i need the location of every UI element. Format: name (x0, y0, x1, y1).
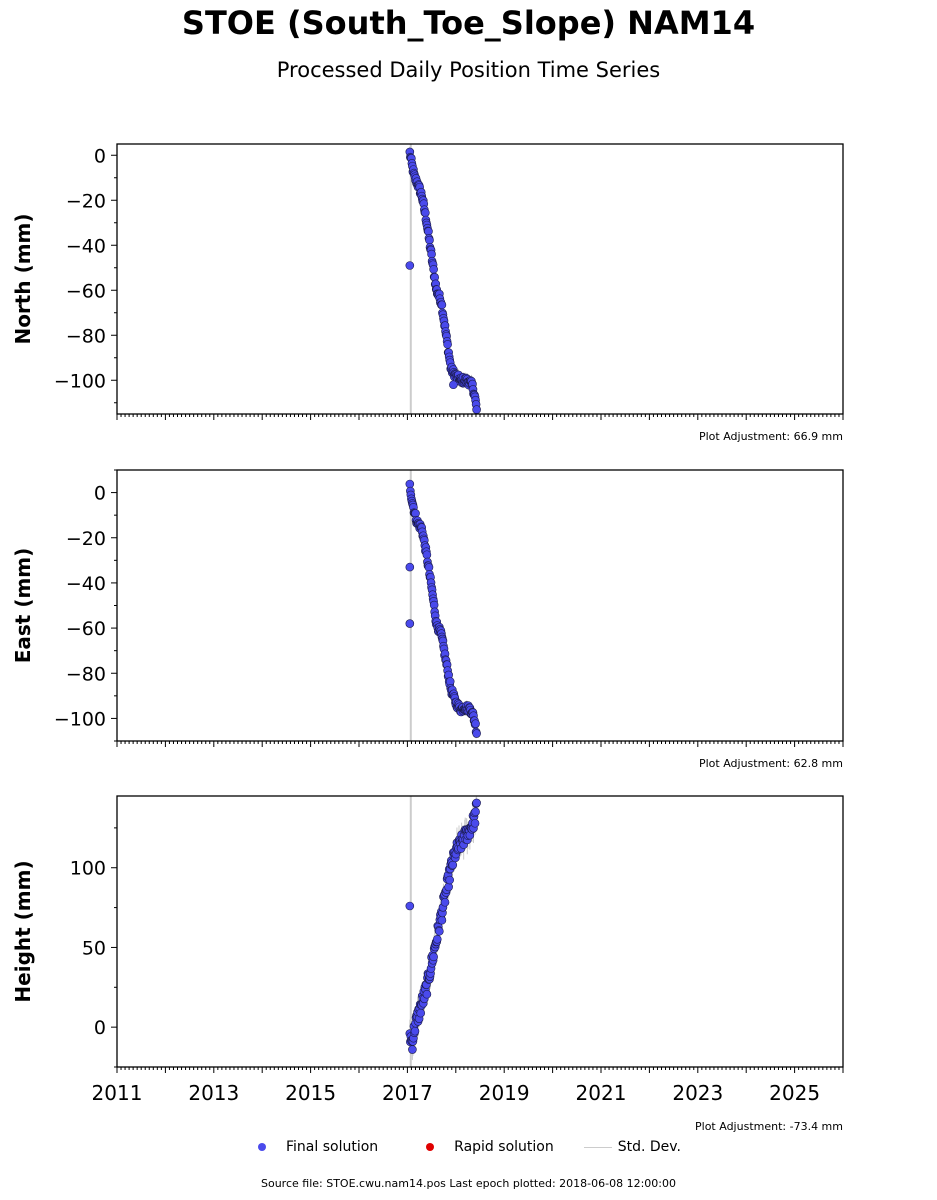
x-tick-label: 2017 (382, 1081, 433, 1105)
final-solution-point (432, 934, 442, 944)
x-tick-label: 2023 (672, 1081, 723, 1105)
y-tick-label: −20 (66, 528, 106, 550)
plot-frame (116, 795, 844, 1068)
x-tick-label: 2019 (479, 1081, 530, 1105)
y-tick-label: 100 (70, 858, 106, 880)
y-tick-label: 0 (94, 1017, 106, 1039)
final-solution-point (416, 1008, 425, 1018)
legend-final: Final solution (252, 1137, 378, 1157)
outlier-point (405, 562, 415, 572)
x-tick-label: 2013 (188, 1081, 239, 1105)
final-solution-point (425, 235, 434, 245)
final-solution-point (422, 550, 432, 560)
outlier-point (405, 261, 415, 270)
final-solution-point (435, 926, 444, 936)
y-tick-label: −60 (66, 618, 106, 640)
legend-rapid: Rapid solution (420, 1137, 554, 1157)
plot-adjustment-label: Plot Adjustment: 66.9 mm (699, 430, 843, 443)
y-tick-label: −100 (54, 708, 106, 730)
final-solution-point (429, 265, 438, 274)
y-tick-label: −20 (66, 190, 106, 212)
y-tick-label: −100 (54, 370, 106, 392)
plot-area (405, 470, 481, 741)
plot-area (405, 796, 481, 1067)
final-solution-point (472, 729, 481, 738)
final-solution-point (437, 915, 447, 925)
y-tick-label: −40 (66, 573, 106, 595)
footer-source: Source file: STOE.cwu.nam14.pos Last epo… (261, 1177, 676, 1190)
y-axis-label: Height (mm) (11, 860, 35, 1002)
plot-frame (116, 469, 844, 742)
outlier-point (405, 901, 415, 911)
final-solution-point (472, 798, 481, 808)
final-solution-point (445, 875, 454, 885)
plot-adjustment-label: Plot Adjustment: 62.8 mm (699, 757, 843, 770)
outlier-point (449, 380, 458, 390)
outlier-point (405, 619, 415, 628)
final-solution-point (410, 1026, 420, 1036)
final-solution-point (443, 340, 452, 349)
y-tick-label: 0 (94, 483, 106, 505)
final-solution-point (471, 807, 480, 817)
y-tick-label: 50 (82, 937, 106, 959)
legend: Final solution Rapid solution Std. Dev. (252, 1137, 703, 1157)
plot-adjustment-label: Plot Adjustment: -73.4 mm (695, 1120, 843, 1133)
final-solution-point (429, 952, 438, 962)
final-solution-point (440, 897, 450, 907)
y-tick-label: −60 (66, 280, 106, 302)
y-tick-label: −80 (66, 325, 106, 347)
final-solution-point (437, 300, 447, 310)
legend-std-label: Std. Dev. (617, 1139, 681, 1155)
legend-rapid-label: Rapid solution (454, 1139, 554, 1155)
plot-frame (116, 143, 844, 415)
x-tick-label: 2011 (92, 1081, 143, 1105)
y-axis-label: North (mm) (11, 213, 35, 344)
final-solution-point (471, 719, 480, 728)
plot-area (405, 144, 481, 414)
chart-title: STOE (South_Toe_Slope) NAM14 (181, 4, 756, 42)
x-tick-label: 2025 (769, 1081, 820, 1105)
std-dev-line (583, 1147, 612, 1148)
rapid-solution-marker (426, 1143, 435, 1151)
final-solution-point (472, 405, 481, 414)
y-axis-label: East (mm) (11, 548, 35, 664)
y-tick-label: −40 (66, 235, 106, 257)
legend-std: Std. Dev. (583, 1137, 681, 1157)
legend-final-label: Final solution (286, 1139, 379, 1155)
y-tick-label: 0 (94, 145, 106, 167)
x-tick-label: 2015 (285, 1081, 336, 1105)
x-tick-label: 2021 (576, 1081, 627, 1105)
chart-subtitle: Processed Daily Position Time Series (276, 58, 661, 82)
y-tick-label: −80 (66, 663, 106, 685)
final-solution-point (421, 208, 430, 218)
final-solution-point (448, 860, 458, 870)
final-solution-point (408, 1045, 417, 1054)
final-solution-point (470, 818, 480, 828)
final-solution-marker (258, 1143, 266, 1151)
final-solution-point (422, 989, 432, 999)
